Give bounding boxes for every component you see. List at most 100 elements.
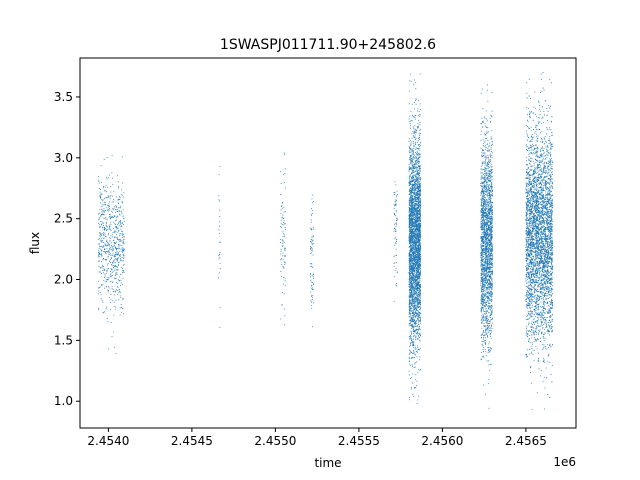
data-point — [414, 223, 416, 224]
data-point — [489, 176, 491, 178]
data-point — [412, 305, 414, 307]
data-point — [409, 157, 410, 159]
data-point — [106, 270, 108, 272]
data-point — [411, 224, 413, 226]
data-point — [416, 173, 418, 175]
data-point — [413, 212, 415, 214]
data-point — [415, 310, 416, 312]
data-point — [112, 217, 114, 218]
data-point — [418, 133, 420, 135]
data-point — [313, 302, 314, 304]
data-point — [99, 232, 101, 234]
data-point — [106, 197, 108, 198]
data-point — [411, 325, 412, 326]
data-point — [413, 254, 415, 256]
data-point — [418, 272, 420, 273]
data-point — [121, 283, 123, 285]
data-point — [420, 211, 422, 213]
data-point — [420, 213, 421, 215]
data-point — [408, 121, 410, 123]
data-point — [395, 209, 397, 211]
data-point — [103, 280, 105, 282]
data-point — [415, 131, 417, 133]
data-point — [409, 161, 411, 163]
data-point — [418, 288, 420, 290]
data-point — [408, 306, 410, 308]
data-point — [123, 240, 125, 242]
data-point — [123, 271, 125, 273]
data-point — [412, 245, 414, 246]
data-point — [415, 274, 416, 276]
data-point — [413, 188, 415, 190]
data-point — [110, 235, 112, 237]
data-point — [409, 192, 411, 194]
data-point — [417, 326, 419, 328]
data-point — [485, 330, 487, 332]
data-point — [487, 139, 489, 141]
data-point — [410, 265, 412, 267]
data-point — [409, 181, 411, 182]
data-point — [413, 293, 415, 295]
data-point — [280, 223, 282, 225]
data-point — [418, 266, 420, 268]
data-point — [110, 222, 112, 224]
data-point — [412, 250, 414, 252]
data-point — [109, 209, 111, 211]
data-point — [417, 255, 419, 257]
data-point — [417, 298, 418, 300]
data-point — [115, 219, 117, 221]
data-point — [111, 288, 113, 290]
data-point — [410, 110, 412, 112]
data-point — [121, 213, 123, 215]
data-point — [119, 220, 121, 221]
data-point — [408, 207, 410, 208]
data-point — [112, 288, 114, 290]
data-point — [414, 210, 416, 212]
data-point — [413, 311, 415, 313]
data-point — [112, 252, 114, 254]
data-point — [395, 242, 397, 244]
data-point — [413, 315, 415, 317]
data-point — [115, 204, 117, 206]
data-point — [409, 264, 411, 266]
data-point — [416, 166, 418, 168]
data-point — [395, 231, 397, 233]
data-point — [98, 218, 100, 220]
data-point — [414, 277, 416, 278]
data-point — [418, 295, 420, 297]
data-point — [409, 252, 411, 254]
data-point — [99, 191, 101, 193]
data-point — [417, 291, 419, 293]
data-point — [418, 256, 420, 258]
data-point — [219, 209, 221, 211]
data-point — [415, 152, 417, 153]
data-point — [412, 161, 414, 163]
data-point — [121, 270, 123, 271]
data-point — [409, 317, 411, 319]
data-point — [116, 226, 118, 228]
data-point — [416, 189, 418, 191]
data-point — [409, 221, 411, 223]
data-point — [312, 297, 314, 299]
data-point — [487, 351, 489, 353]
data-point — [418, 164, 420, 166]
data-point — [410, 335, 412, 337]
data-point — [106, 278, 108, 280]
data-point — [413, 108, 415, 110]
data-point — [408, 220, 410, 222]
data-point — [418, 197, 420, 199]
data-point — [415, 137, 417, 139]
data-point — [111, 234, 113, 236]
data-point — [115, 299, 117, 301]
data-point — [415, 326, 417, 327]
data-point — [411, 169, 413, 171]
data-point — [416, 281, 418, 283]
data-point — [413, 219, 415, 221]
data-point — [414, 189, 416, 191]
data-point — [415, 252, 417, 254]
data-point — [111, 261, 113, 263]
data-point — [414, 292, 416, 294]
data-point — [488, 145, 490, 147]
data-point — [394, 214, 396, 216]
data-point — [113, 260, 115, 262]
